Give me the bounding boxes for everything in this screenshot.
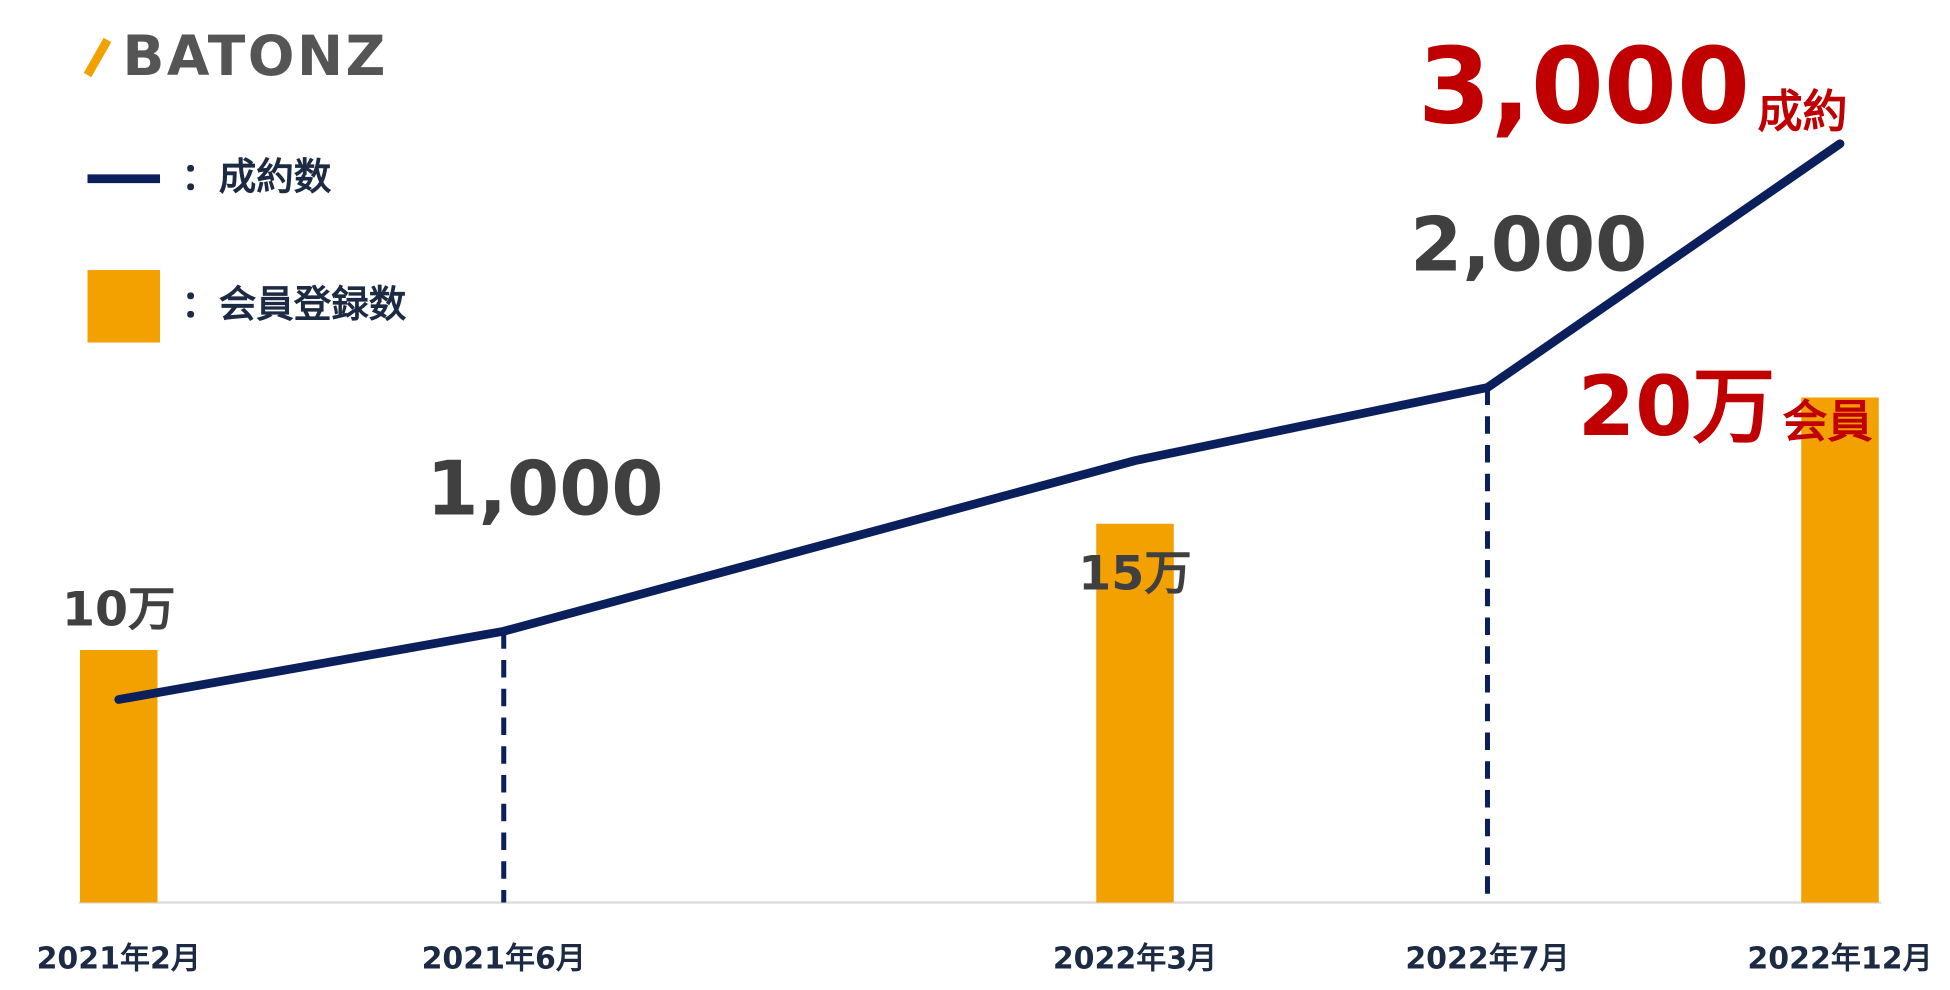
x-tick-label: 2021年2月 bbox=[37, 942, 201, 977]
highlight-label: 20万 bbox=[1578, 359, 1775, 455]
x-tick-label: 2022年7月 bbox=[1405, 942, 1569, 977]
x-tick-label: 2022年12月 bbox=[1747, 942, 1932, 977]
bar bbox=[1096, 523, 1174, 903]
value-label: 15万 bbox=[1078, 546, 1192, 601]
highlight-unit: 会員 bbox=[1783, 395, 1873, 448]
logo-slash bbox=[83, 37, 112, 78]
value-label: 1,000 bbox=[426, 444, 663, 532]
bar bbox=[80, 650, 158, 903]
x-tick-label: 2022年3月 bbox=[1053, 942, 1217, 977]
highlight-unit: 成約 bbox=[1758, 85, 1848, 138]
bar bbox=[1801, 397, 1879, 903]
highlight-label: 3,000 bbox=[1418, 26, 1750, 148]
value-label: 10万 bbox=[62, 583, 176, 638]
x-tick-label: 2021年6月 bbox=[422, 942, 586, 977]
line bbox=[114, 139, 1845, 704]
legend-label: ：成約数 bbox=[181, 154, 331, 198]
legend-label: ：会員登録数 bbox=[181, 282, 406, 326]
value-label: 2,000 bbox=[1410, 201, 1647, 289]
logo: BATONZ bbox=[123, 24, 388, 88]
legend-swatch bbox=[87, 270, 160, 343]
